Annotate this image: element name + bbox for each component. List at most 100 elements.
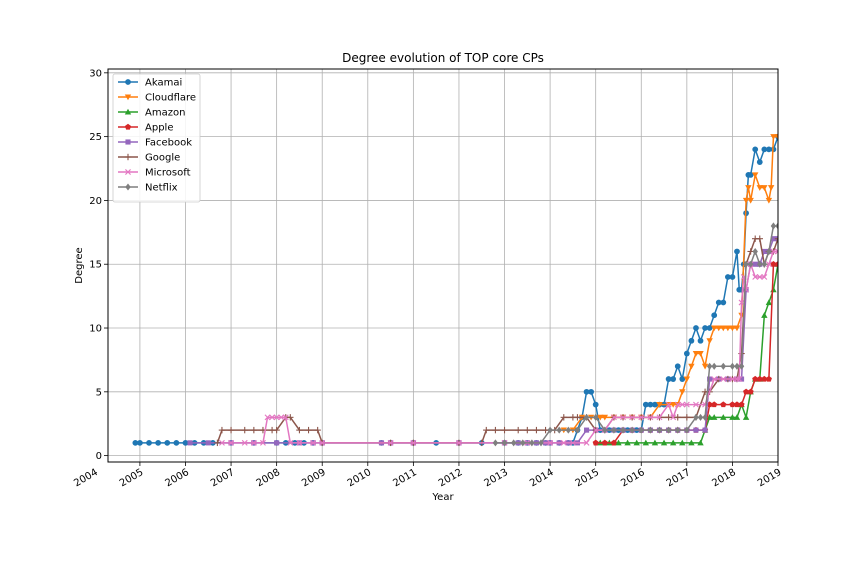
data-point-facebook: [761, 248, 767, 255]
data-point-microsoft: [656, 414, 663, 421]
data-point-akamai: [665, 376, 672, 382]
data-point-facebook: [770, 236, 777, 242]
data-point-cloudflare: [765, 197, 773, 204]
data-point-netflix: [611, 426, 617, 434]
data-point-cloudflare: [701, 363, 709, 370]
data-point-netflix: [547, 426, 553, 434]
data-point-netflix: [757, 260, 763, 268]
data-point-facebook: [584, 427, 590, 433]
data-point-akamai: [702, 325, 708, 331]
data-point-facebook: [187, 440, 193, 446]
data-point-netflix: [729, 362, 736, 370]
data-point-akamai: [146, 439, 152, 446]
data-point-facebook: [738, 376, 745, 382]
data-point-akamai: [173, 439, 180, 446]
data-point-microsoft: [674, 401, 681, 408]
legend-marker-akamai: [125, 79, 131, 85]
data-point-netflix: [752, 247, 758, 255]
data-point-microsoft: [761, 274, 768, 280]
data-point-google: [515, 426, 522, 434]
legend-marker-apple: [124, 123, 132, 130]
data-point-cloudflare: [597, 414, 604, 421]
data-point-google: [574, 414, 581, 421]
data-point-akamai: [729, 274, 736, 280]
legend-label-amazon: Amazon: [145, 108, 185, 119]
data-point-netflix: [766, 247, 772, 255]
data-point-amazon: [697, 439, 704, 446]
data-point-microsoft: [319, 439, 326, 446]
legend-item-microsoft: Microsoft: [118, 168, 191, 179]
legend-label-cloudflare: Cloudflare: [145, 93, 196, 104]
data-point-akamai: [688, 337, 695, 344]
data-point-akamai: [720, 299, 727, 306]
data-point-google: [273, 426, 280, 434]
data-point-netflix: [565, 426, 572, 434]
data-point-amazon: [761, 312, 768, 318]
data-point-apple: [774, 261, 778, 267]
data-point-cloudflare: [710, 325, 718, 332]
data-point-microsoft: [729, 376, 736, 383]
data-point-cloudflare: [756, 185, 763, 191]
data-point-akamai: [679, 376, 686, 382]
data-point-cloudflare: [656, 402, 663, 408]
data-point-akamai: [724, 274, 731, 280]
data-point-microsoft: [387, 439, 394, 446]
data-point-apple: [765, 375, 772, 382]
data-point-amazon: [765, 299, 773, 306]
data-point-cloudflare: [692, 350, 700, 357]
data-point-facebook: [274, 440, 280, 446]
legend-marker-microsoft: [125, 169, 131, 175]
legend-item-akamai: Akamai: [118, 78, 182, 89]
legend-label-microsoft: Microsoft: [145, 168, 191, 179]
data-point-cloudflare: [761, 185, 768, 191]
data-point-google: [533, 426, 540, 434]
y-tick-label: 0: [96, 451, 102, 462]
data-point-akamai: [766, 146, 772, 153]
legend-item-cloudflare: Cloudflare: [118, 93, 196, 104]
data-point-cloudflare: [742, 197, 750, 204]
data-point-netflix: [697, 413, 704, 421]
data-point-microsoft: [756, 274, 763, 280]
plot-frame: [107, 68, 779, 463]
data-point-microsoft: [775, 248, 778, 255]
data-point-amazon: [688, 439, 695, 446]
data-point-cloudflare: [706, 338, 713, 344]
data-point-netflix: [743, 260, 749, 268]
data-point-microsoft: [638, 414, 645, 421]
data-point-google: [296, 426, 303, 434]
data-point-amazon: [742, 414, 750, 420]
data-point-apple: [601, 439, 608, 446]
data-point-microsoft: [629, 414, 636, 421]
legend-label-google: Google: [145, 153, 180, 164]
data-point-netflix: [747, 260, 754, 268]
data-point-amazon: [710, 414, 718, 420]
data-point-netflix: [574, 426, 581, 434]
data-point-microsoft: [765, 261, 772, 268]
data-point-google: [774, 235, 778, 242]
data-point-microsoft: [250, 439, 257, 446]
data-point-microsoft: [228, 439, 235, 446]
legend-marker-amazon: [124, 108, 132, 115]
data-point-cloudflare: [752, 172, 759, 179]
data-point-microsoft: [583, 439, 590, 446]
data-point-cloudflare: [683, 376, 691, 383]
data-point-amazon: [651, 439, 659, 446]
data-point-microsoft: [736, 376, 743, 383]
legend-label-facebook: Facebook: [145, 138, 192, 149]
data-point-netflix: [638, 426, 644, 434]
data-point-amazon: [633, 439, 640, 446]
legend-box: [112, 73, 201, 203]
legend-item-apple: Apple: [118, 123, 173, 134]
series-layer: [132, 133, 778, 447]
data-point-microsoft: [296, 439, 303, 446]
data-point-cloudflare: [697, 350, 704, 357]
data-point-apple: [752, 375, 759, 382]
data-point-cloudflare: [715, 325, 722, 332]
data-point-google: [665, 414, 672, 421]
legend-marker-google: [124, 153, 132, 161]
data-point-netflix: [738, 362, 745, 370]
data-point-microsoft: [287, 439, 294, 446]
data-point-netflix: [583, 413, 590, 421]
data-point-google: [250, 426, 258, 434]
data-point-microsoft: [770, 248, 777, 255]
